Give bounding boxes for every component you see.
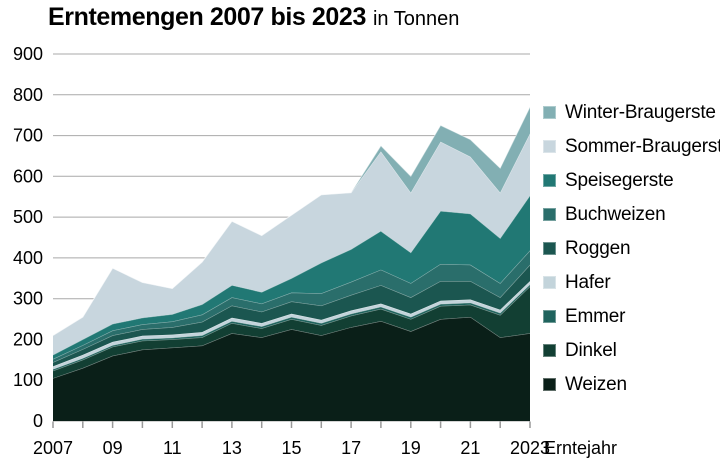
legend-label: Speisegerste xyxy=(565,169,674,191)
legend-item-speisegerste: Speisegerste xyxy=(543,170,720,191)
legend-label: Dinkel xyxy=(565,339,617,361)
legend-item-hafer: Hafer xyxy=(543,272,720,293)
legend-swatch-icon xyxy=(543,106,556,119)
legend-item-winter-braugerste: Winter-Braugerste xyxy=(543,102,720,123)
y-axis-tick-label: 100 xyxy=(13,370,43,390)
legend-item-emmer: Emmer xyxy=(543,306,720,327)
legend-swatch-icon xyxy=(543,140,556,153)
y-axis-tick-label: 600 xyxy=(13,166,43,186)
x-axis-tick-label: 2007 xyxy=(33,438,73,458)
legend-swatch-icon xyxy=(543,378,556,391)
area-layer-weizen xyxy=(53,317,530,421)
y-axis-tick-label: 400 xyxy=(13,248,43,268)
y-axis-tick-label: 900 xyxy=(13,44,43,64)
legend-item-dinkel: Dinkel xyxy=(543,340,720,361)
area-layer-sommer-braugerste xyxy=(53,133,530,355)
legend-swatch-icon xyxy=(543,276,556,289)
x-axis-tick-label: 11 xyxy=(163,438,182,458)
x-axis-tick-label: 15 xyxy=(281,438,301,458)
x-axis-unit-label: Erntejahr xyxy=(544,438,618,458)
legend-swatch-icon xyxy=(543,242,556,255)
legend-label: Sommer-Braugerste xyxy=(565,135,720,157)
x-axis-tick-label: 13 xyxy=(222,438,242,458)
area-layer-speisegerste xyxy=(53,195,530,359)
legend-label: Roggen xyxy=(565,237,631,259)
legend-item-weizen: Weizen xyxy=(543,374,720,395)
area-layer-edge xyxy=(52,106,531,336)
y-axis-tick-label: 500 xyxy=(13,207,43,227)
chart-subtitle: in Tonnen xyxy=(372,8,460,30)
y-axis-tick-label: 700 xyxy=(13,126,43,146)
x-axis-tick-label: 19 xyxy=(401,438,421,458)
legend-swatch-icon xyxy=(543,174,556,187)
legend-swatch-icon xyxy=(543,344,556,357)
x-axis-tick-label: 09 xyxy=(103,438,123,458)
x-axis-tick-label: 17 xyxy=(341,438,361,458)
area-layer-edge xyxy=(52,133,531,336)
legend-label: Winter-Braugerste xyxy=(565,101,716,123)
y-axis-tick-label: 0 xyxy=(33,411,43,431)
legend-label: Hafer xyxy=(565,271,611,293)
legend-item-roggen: Roggen xyxy=(543,238,720,259)
legend-item-sommer-braugerste: Sommer-Braugerste xyxy=(543,136,720,157)
legend-label: Weizen xyxy=(565,373,627,395)
y-axis-tick-label: 200 xyxy=(13,329,43,349)
chart-header: Erntemengen 2007 bis 2023 in Tonnen xyxy=(48,3,459,32)
legend-label: Buchweizen xyxy=(565,203,666,225)
legend-item-buchweizen: Buchweizen xyxy=(543,204,720,225)
legend-swatch-icon xyxy=(543,310,556,323)
y-axis-tick-label: 300 xyxy=(13,289,43,309)
chart-title: Erntemengen 2007 bis 2023 xyxy=(48,3,366,31)
chart-legend: Winter-Braugerste Sommer-Braugerste Speise… xyxy=(543,102,720,395)
legend-label: Emmer xyxy=(565,305,626,327)
y-axis-tick-label: 800 xyxy=(13,85,43,105)
x-axis-tick-label: 21 xyxy=(460,438,480,458)
legend-swatch-icon xyxy=(543,208,556,221)
x-axis-tick-label: 2023 xyxy=(510,438,550,458)
